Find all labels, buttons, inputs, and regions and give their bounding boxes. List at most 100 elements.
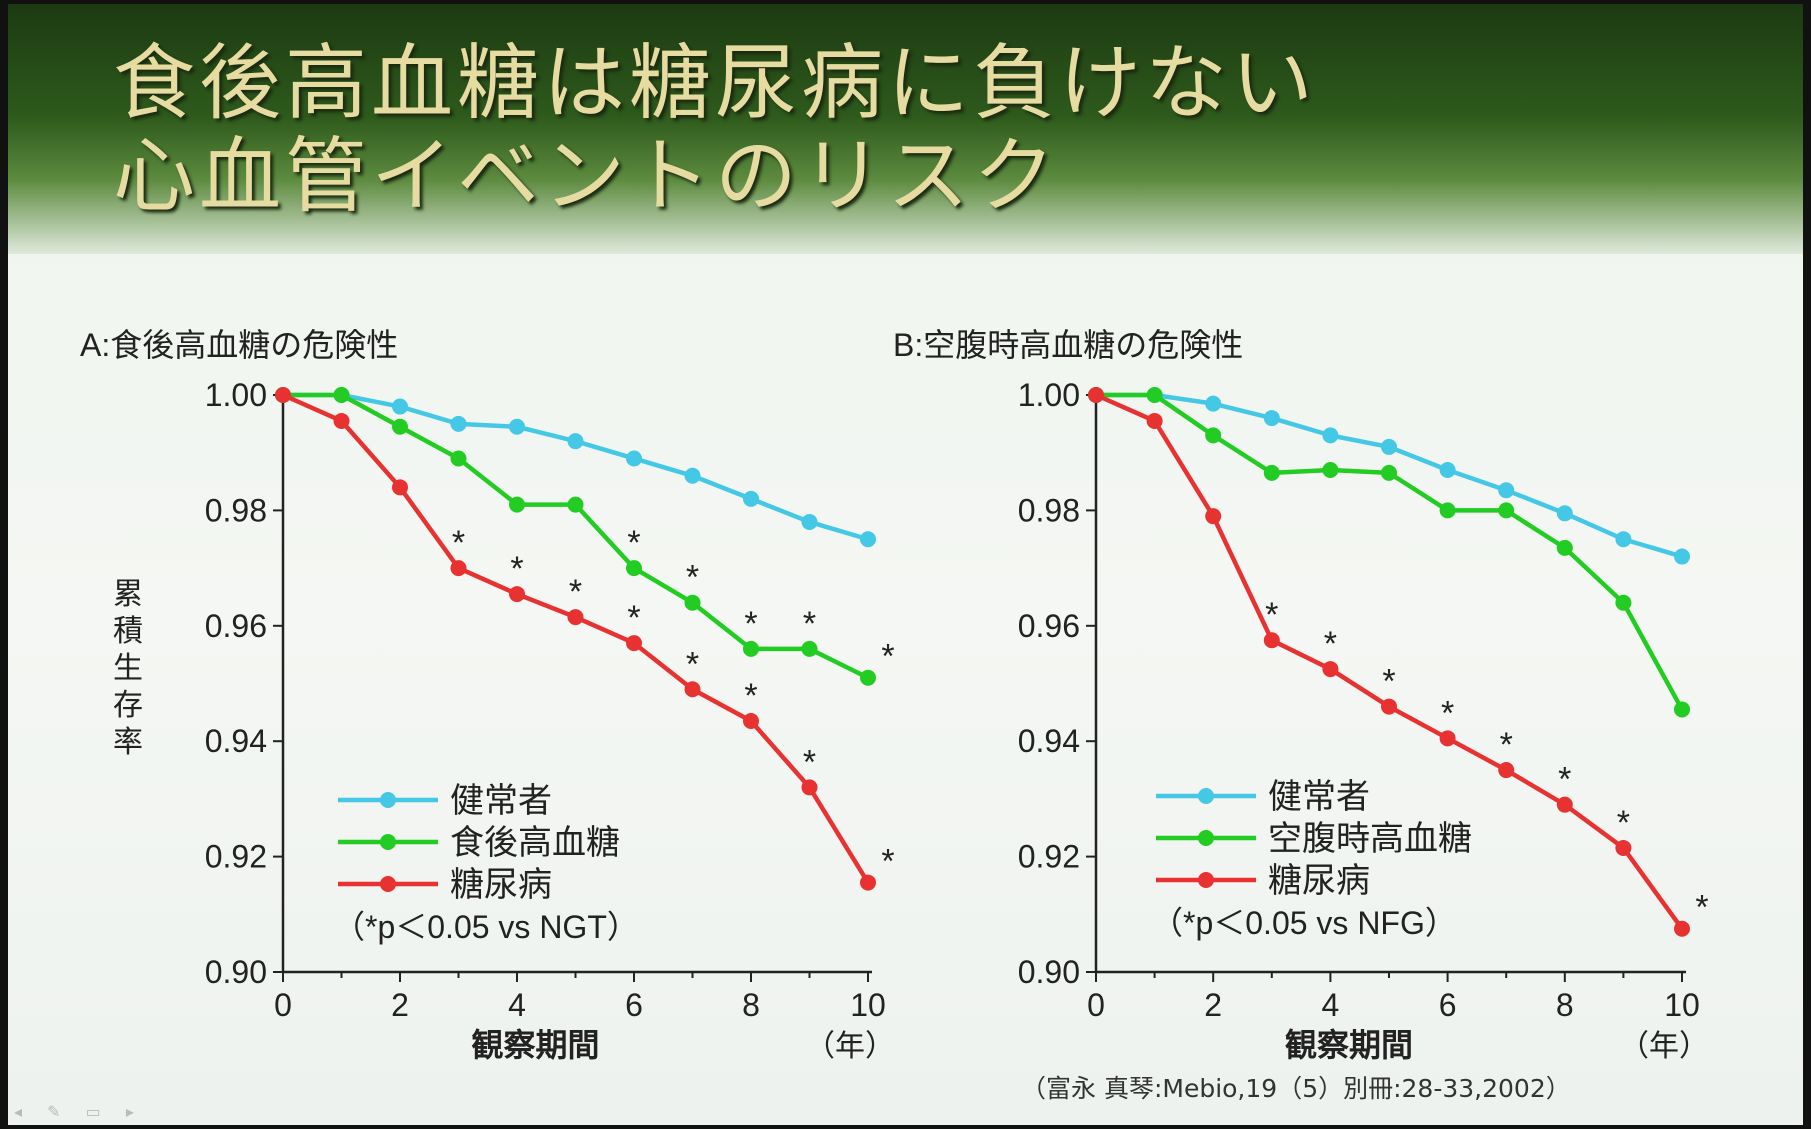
chart-a-series-2-point xyxy=(275,387,291,403)
chart-a-series-1-point xyxy=(743,640,759,657)
chart-b-series-0-point xyxy=(1556,505,1573,522)
slide-controls[interactable]: ◂ ✎ ▭ ▸ xyxy=(14,1102,144,1121)
chart-b-series-0-point xyxy=(1381,438,1397,455)
chart-a-significance-star: * xyxy=(803,605,816,643)
chart-a-x-label: 観察期間 xyxy=(471,1027,599,1063)
chart-a-x-tick-label: 6 xyxy=(625,987,643,1023)
chart-b-series-0-point xyxy=(1439,462,1456,479)
chart-a-x-tick-label: 4 xyxy=(508,987,526,1023)
chart-a-series-0-point xyxy=(626,450,642,467)
title-banner xyxy=(8,4,1803,254)
chart-a-series-1-point xyxy=(801,640,818,657)
chart-a-significance-note: （*p＜0.05 vs NGT） xyxy=(333,909,639,945)
chart-a-series-1-point xyxy=(509,496,525,513)
chart-b-x-label: 観察期間 xyxy=(1285,1027,1413,1063)
chart-a-series-0-point xyxy=(450,415,467,432)
chart-a-y-tick-label: 0.94 xyxy=(205,723,267,759)
chart-b-y-tick-label: 0.94 xyxy=(1018,723,1080,759)
slide: 食後高血糖は糖尿病に負けない 心血管イベントのリスク A:食後高血糖の危険性 0.… xyxy=(8,4,1803,1125)
chart-a-series-2-point xyxy=(860,874,876,891)
chart-b-series-2-point xyxy=(1674,920,1690,937)
chart-b-series-1-point xyxy=(1615,594,1632,611)
chart-b-series-1-point xyxy=(1322,462,1339,479)
chart-b-significance-star: * xyxy=(1382,663,1395,701)
chart-b-x-tick-label: 0 xyxy=(1087,987,1105,1023)
chart-a-y-tick-label: 1.00 xyxy=(205,377,267,413)
chart-b-series-2-point xyxy=(1146,412,1163,429)
chart-b-legend-label-2: 糖尿病 xyxy=(1268,862,1370,900)
chart-a-significance-star: * xyxy=(686,645,699,683)
chart-a-title: A:食後高血糖の危険性 xyxy=(80,327,398,363)
chart-a-series-line-2 xyxy=(282,392,870,884)
chart-a-significance-star: * xyxy=(452,524,465,562)
chart-a-significance-star: * xyxy=(569,573,582,611)
chart-a-significance-star: * xyxy=(510,550,523,588)
chart-a-series-2-point xyxy=(567,609,584,626)
chart-a-significance-star: * xyxy=(627,599,640,637)
chart-a-series-line-0 xyxy=(283,392,869,542)
chart-b-series-0-point xyxy=(1498,482,1515,499)
chart-b-series-1-point xyxy=(1498,502,1515,519)
chart-a-significance-star: * xyxy=(881,638,894,676)
chart-b-legend-marker-0 xyxy=(1198,788,1214,804)
chart-a-series-2-point xyxy=(801,779,818,796)
chart-a-series-2-point xyxy=(509,586,525,603)
chart-b-significance-star: * xyxy=(1265,596,1278,634)
chart-a-series-0-point xyxy=(509,418,525,435)
chart-b-x-tick-label: 6 xyxy=(1439,987,1457,1023)
chart-a-y-label: 累積生存率 xyxy=(113,578,143,759)
chart-a-y-tick-label: 0.90 xyxy=(205,954,267,990)
chart-b-series-1-point xyxy=(1674,701,1690,718)
slide-title-line-2: 心血管イベントのリスク xyxy=(113,129,1060,224)
chart-b-series-2-point xyxy=(1439,730,1456,747)
chart-b-legend-marker-1 xyxy=(1198,830,1214,846)
chart-b-legend-label-1: 空腹時高血糖 xyxy=(1268,820,1472,858)
chart-b-x-tick-label: 4 xyxy=(1322,987,1340,1023)
chart-a-series-0-point xyxy=(743,490,759,507)
slide-title-line-1: 食後高血糖は糖尿病に負けない xyxy=(113,36,1318,131)
chart-a-series-1-point xyxy=(450,450,467,467)
chart-a-legend-marker-0 xyxy=(380,792,396,808)
chart-a-series-0-point xyxy=(801,513,818,530)
chart-b-series-0-point xyxy=(1615,531,1632,548)
chart-a-series-2-point xyxy=(333,412,350,429)
chart-b-legend-marker-2 xyxy=(1198,872,1214,888)
chart-b-x-unit: （年） xyxy=(1619,1030,1709,1063)
chart-b-series-2-point xyxy=(1088,387,1104,403)
chart-a-significance-star: * xyxy=(881,843,894,881)
chart-b-series-0-point xyxy=(1674,548,1690,565)
chart-b-significance-star: * xyxy=(1617,804,1630,842)
chart-b-x-tick-label: 8 xyxy=(1556,987,1574,1023)
chart-a-legend-marker-1 xyxy=(380,834,396,850)
chart-b-x-tick-label: 2 xyxy=(1204,987,1222,1023)
chart-b-series-1-point xyxy=(1556,539,1573,556)
chart-a-legend-marker-2 xyxy=(380,876,396,892)
chart-a-significance-star: * xyxy=(744,677,757,715)
chart-a-x-tick-label: 2 xyxy=(391,987,409,1023)
chart-a-series-0-point xyxy=(860,531,876,548)
chart-b-y-tick-label: 0.90 xyxy=(1018,954,1080,990)
chart-a-significance-star: * xyxy=(744,605,757,643)
chart-a-y-tick-label: 0.98 xyxy=(205,492,267,528)
chart-a-series-1-point xyxy=(684,594,701,611)
chart-a-significance-star: * xyxy=(627,524,640,562)
chart-a-series-1-point xyxy=(392,418,408,435)
chart-b-series-0-point xyxy=(1263,410,1280,427)
chart-b-series-1-point xyxy=(1263,464,1280,481)
chart-b-legend-label-0: 健常者 xyxy=(1268,778,1370,816)
chart-a-series-2-point xyxy=(684,681,701,698)
chart-b-series-2-point xyxy=(1205,508,1222,525)
chart-a-series-0-point xyxy=(684,467,701,484)
chart-b-series-2-point xyxy=(1556,796,1573,813)
chart-a-series-0-point xyxy=(392,398,408,415)
chart-a-significance-star: * xyxy=(686,559,699,597)
chart-a-legend-label-2: 糖尿病 xyxy=(450,866,552,904)
chart-b-title: B:空腹時高血糖の危険性 xyxy=(893,327,1243,363)
chart-b-series-1-point xyxy=(1439,502,1456,519)
chart-a-series-1-point xyxy=(860,669,876,686)
chart-b-series-1-point xyxy=(1146,387,1163,403)
chart-a-y-tick-label: 0.92 xyxy=(205,839,267,875)
chart-a-significance-star: * xyxy=(803,743,816,781)
chart-a-series-1-point xyxy=(567,496,584,513)
chart-a-legend-label-1: 食後高血糖 xyxy=(450,824,620,862)
